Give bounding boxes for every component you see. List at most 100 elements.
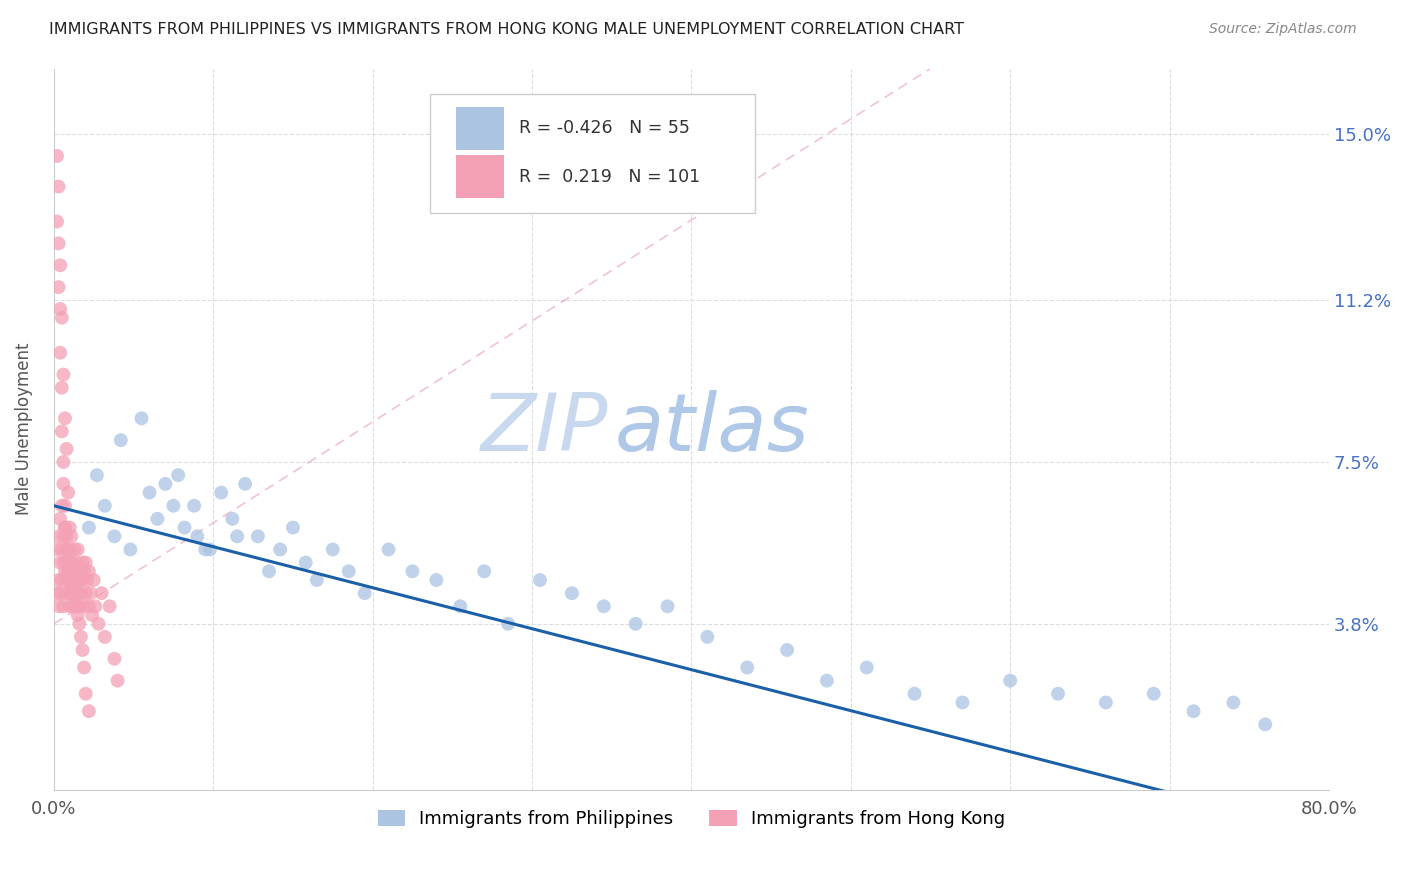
Point [186, 529, 208, 543]
Point [70, 586, 93, 600]
Point [67, 616, 90, 631]
Point [76, 573, 98, 587]
Point [59, 586, 82, 600]
Point [209, 485, 232, 500]
Point [66, 586, 89, 600]
Point [53, 520, 76, 534]
Point [63, 573, 86, 587]
Point [696, 630, 718, 644]
Point [73, 599, 96, 614]
Point [56, 564, 79, 578]
Point [59, 542, 82, 557]
Point [561, 586, 583, 600]
Point [55, 556, 77, 570]
Point [98, 599, 121, 614]
Point [79, 586, 101, 600]
Point [73, 660, 96, 674]
Point [257, 564, 280, 578]
Point [72, 643, 94, 657]
Point [52, 455, 75, 469]
Point [107, 673, 129, 688]
Point [63, 586, 86, 600]
Point [49, 556, 72, 570]
Point [75, 556, 97, 570]
Point [59, 573, 82, 587]
Point [53, 411, 76, 425]
Point [815, 673, 838, 688]
Point [60, 529, 83, 543]
Point [1254, 717, 1277, 731]
Point [65, 573, 87, 587]
Point [51, 573, 73, 587]
Bar [456, 107, 503, 150]
Point [59, 520, 82, 534]
Point [776, 643, 799, 657]
Point [72, 556, 94, 570]
Point [221, 512, 243, 526]
Point [1182, 704, 1205, 718]
Legend: Immigrants from Philippines, Immigrants from Hong Kong: Immigrants from Philippines, Immigrants … [371, 802, 1012, 835]
Point [51, 310, 73, 325]
Text: IMMIGRANTS FROM PHILIPPINES VS IMMIGRANTS FROM HONG KONG MALE UNEMPLOYMENT CORRE: IMMIGRANTS FROM PHILIPPINES VS IMMIGRANT… [49, 22, 965, 37]
Point [48, 280, 70, 294]
Point [67, 599, 90, 614]
Point [66, 564, 89, 578]
Point [103, 652, 125, 666]
Point [53, 520, 76, 534]
Point [65, 599, 87, 614]
Point [226, 529, 249, 543]
Point [65, 586, 87, 600]
Point [49, 258, 72, 272]
Text: ZIP: ZIP [481, 390, 609, 468]
Point [624, 616, 647, 631]
Point [72, 573, 94, 587]
Y-axis label: Male Unemployment: Male Unemployment [15, 343, 32, 516]
Point [1143, 687, 1166, 701]
Point [51, 381, 73, 395]
Point [77, 704, 100, 718]
Point [472, 564, 495, 578]
Point [735, 660, 758, 674]
Text: Source: ZipAtlas.com: Source: ZipAtlas.com [1209, 22, 1357, 37]
Point [337, 564, 360, 578]
Point [49, 512, 72, 526]
Point [62, 586, 84, 600]
Point [52, 529, 75, 543]
Point [903, 687, 925, 701]
Point [449, 599, 471, 614]
Point [49, 345, 72, 359]
Point [950, 696, 973, 710]
Point [120, 542, 142, 557]
Point [56, 564, 79, 578]
Point [110, 433, 132, 447]
Point [56, 586, 79, 600]
Point [353, 586, 375, 600]
Point [77, 564, 100, 578]
Point [87, 616, 110, 631]
Point [46, 542, 69, 557]
Point [70, 630, 93, 644]
Point [48, 236, 70, 251]
Point [94, 499, 117, 513]
Point [155, 476, 177, 491]
Point [52, 599, 75, 614]
Point [49, 586, 72, 600]
Point [67, 573, 90, 587]
Point [56, 485, 79, 500]
Point [75, 586, 97, 600]
Point [305, 573, 328, 587]
Point [55, 442, 77, 456]
Point [48, 529, 70, 543]
Point [167, 468, 190, 483]
Point [401, 564, 423, 578]
Point [51, 425, 73, 439]
Point [66, 607, 89, 622]
Point [59, 599, 82, 614]
Point [51, 542, 73, 557]
Point [66, 542, 89, 557]
Point [269, 542, 291, 557]
Point [294, 556, 316, 570]
Text: R =  0.219   N = 101: R = 0.219 N = 101 [519, 168, 700, 186]
Point [173, 520, 195, 534]
Point [48, 179, 70, 194]
